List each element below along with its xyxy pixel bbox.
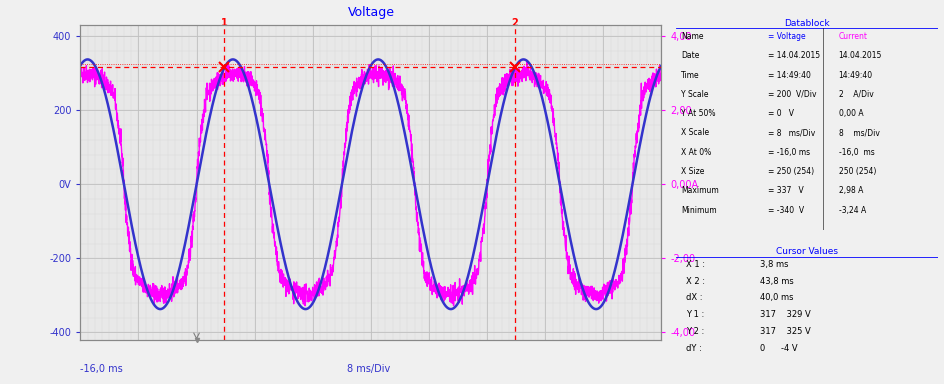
Text: = -16,0 ms: = -16,0 ms: [767, 148, 809, 157]
Text: = 8   ms/Div: = 8 ms/Div: [767, 128, 814, 137]
Text: = 14:49:40: = 14:49:40: [767, 71, 810, 79]
Text: Y At 50%: Y At 50%: [681, 109, 715, 118]
Text: 0      -4 V: 0 -4 V: [759, 344, 797, 353]
Text: 0,00 A: 0,00 A: [837, 109, 862, 118]
Text: X Scale: X Scale: [681, 128, 708, 137]
Text: X 1 :: X 1 :: [685, 260, 704, 269]
Text: Y Scale: Y Scale: [681, 90, 708, 99]
Text: 14.04.2015: 14.04.2015: [837, 51, 881, 60]
Text: dX :: dX :: [685, 293, 702, 302]
Text: = 200  V/Div: = 200 V/Div: [767, 90, 816, 99]
Text: -3,24 A: -3,24 A: [837, 206, 865, 215]
Text: -16,0  ms: -16,0 ms: [837, 148, 873, 157]
Text: 250 (254): 250 (254): [837, 167, 875, 176]
Text: Current: Current: [837, 32, 867, 41]
Text: 317    325 V: 317 325 V: [759, 327, 810, 336]
Text: Voltage: Voltage: [347, 6, 394, 19]
Text: 2: 2: [511, 18, 517, 28]
Text: Minimum: Minimum: [681, 206, 716, 215]
Text: Cursor Values: Cursor Values: [775, 247, 837, 256]
Text: dY :: dY :: [685, 344, 701, 353]
Text: 3,8 ms: 3,8 ms: [759, 260, 787, 269]
Text: 43,8 ms: 43,8 ms: [759, 276, 793, 286]
Text: = 0   V: = 0 V: [767, 109, 793, 118]
Text: 8    ms/Div: 8 ms/Div: [837, 128, 879, 137]
Text: Y 1 :: Y 1 :: [685, 310, 703, 319]
Text: = Voltage: = Voltage: [767, 32, 804, 41]
Text: 1: 1: [221, 18, 228, 28]
Text: = 250 (254): = 250 (254): [767, 167, 813, 176]
Text: Y 2 :: Y 2 :: [685, 327, 703, 336]
Text: X Size: X Size: [681, 167, 703, 176]
Text: 2    A/Div: 2 A/Div: [837, 90, 872, 99]
Text: = -340  V: = -340 V: [767, 206, 803, 215]
Text: Datablock: Datablock: [784, 19, 829, 28]
Text: 14:49:40: 14:49:40: [837, 71, 871, 79]
Text: 317    329 V: 317 329 V: [759, 310, 810, 319]
Text: Time: Time: [681, 71, 699, 79]
Text: Date: Date: [681, 51, 699, 60]
Text: X 2 :: X 2 :: [685, 276, 704, 286]
Text: 2,98 A: 2,98 A: [837, 186, 862, 195]
Text: Maximum: Maximum: [681, 186, 718, 195]
Text: 40,0 ms: 40,0 ms: [759, 293, 792, 302]
Text: = 14.04.2015: = 14.04.2015: [767, 51, 818, 60]
Text: 8 ms/Div: 8 ms/Div: [346, 364, 390, 374]
Text: = 337   V: = 337 V: [767, 186, 802, 195]
Text: Name: Name: [681, 32, 702, 41]
Text: -16,0 ms: -16,0 ms: [80, 364, 123, 374]
Text: X At 0%: X At 0%: [681, 148, 711, 157]
